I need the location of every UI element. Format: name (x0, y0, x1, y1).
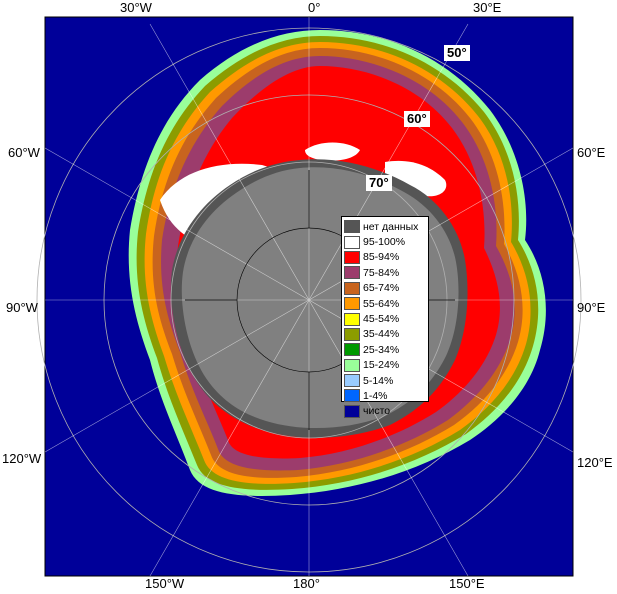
legend-label: 45-54% (363, 313, 400, 326)
ice-solid-east (385, 160, 447, 197)
legend-item: нет данных (344, 219, 426, 234)
legend-item: 65-74% (344, 281, 426, 296)
lon-label-60w: 60°W (8, 145, 40, 160)
legend-item: 5-14% (344, 373, 426, 388)
legend-item: 85-94% (344, 250, 426, 265)
legend-swatch (344, 404, 360, 418)
meridians (44, 17, 574, 577)
legend-item: чисто (344, 404, 426, 419)
legend-label: 85-94% (363, 251, 400, 264)
legend-label: 75-84% (363, 266, 400, 279)
lon-label-90e: 90°E (577, 300, 606, 315)
legend-label: 65-74% (363, 282, 400, 295)
legend-label: 95-100% (363, 236, 406, 249)
legend-swatch (344, 297, 360, 311)
legend-label: 1-4% (363, 389, 388, 402)
lon-label-120w: 120°W (2, 451, 42, 466)
legend-item: 35-44% (344, 327, 426, 342)
lon-label-180: 180° (293, 576, 320, 591)
legend-item: 75-84% (344, 265, 426, 280)
ice-concentration-legend: нет данных 95-100% 85-94% 75-84% 65-74% 55-64… (341, 216, 429, 418)
legend-swatch (344, 389, 360, 403)
legend-item: 45-54% (344, 311, 426, 326)
legend-label: чисто (363, 405, 391, 418)
legend-swatch (344, 250, 360, 264)
legend-swatch (344, 327, 360, 341)
lon-label-150w: 150°W (145, 576, 185, 591)
lon-label-150e: 150°E (449, 576, 485, 591)
legend-label: 35-44% (363, 328, 400, 341)
legend-swatch (344, 343, 360, 357)
legend-label: 5-14% (363, 374, 394, 387)
lon-label-120e: 120°E (577, 455, 613, 470)
legend-swatch (344, 374, 360, 388)
legend-label: 25-34% (363, 343, 400, 356)
legend-item: 25-34% (344, 342, 426, 357)
legend-item: 55-64% (344, 296, 426, 311)
legend-swatch (344, 235, 360, 249)
legend-swatch (344, 281, 360, 295)
legend-item: 1-4% (344, 388, 426, 403)
legend-item: 15-24% (344, 358, 426, 373)
lat-label-60: 60° (404, 111, 430, 127)
legend-label: нет данных (363, 220, 419, 233)
ice-solid-north (305, 142, 360, 161)
lon-label-30w: 30°W (120, 0, 152, 15)
lon-label-0: 0° (308, 0, 321, 15)
legend-swatch (344, 220, 360, 234)
legend-swatch (344, 312, 360, 326)
lat-label-70: 70° (366, 175, 392, 191)
lat-label-50: 50° (444, 45, 470, 61)
lon-label-60e: 60°E (577, 145, 606, 160)
legend-label: 15-24% (363, 359, 400, 372)
lon-label-30e: 30°E (473, 0, 502, 15)
legend-label: 55-64% (363, 297, 400, 310)
legend-swatch (344, 266, 360, 280)
legend-swatch (344, 358, 360, 372)
lon-label-90w: 90°W (6, 300, 38, 315)
legend-item: 95-100% (344, 234, 426, 249)
